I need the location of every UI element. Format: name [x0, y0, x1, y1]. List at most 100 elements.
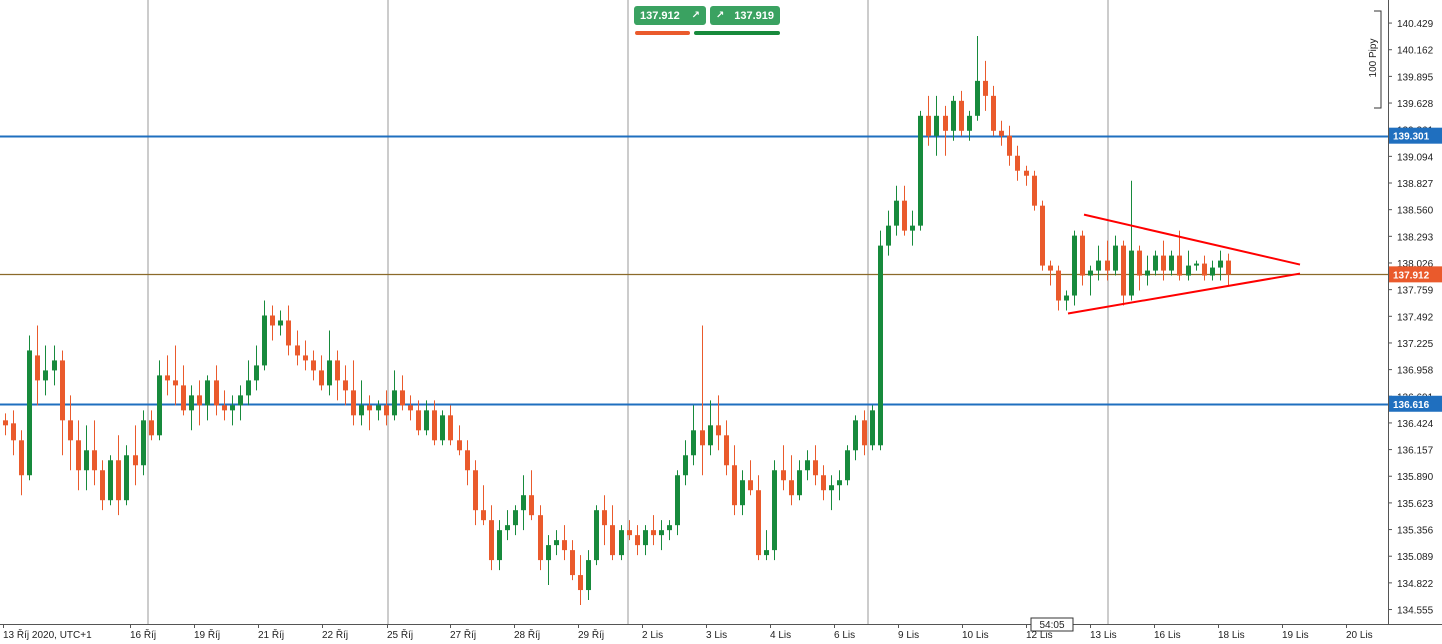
candle-body	[1096, 260, 1101, 271]
candle-body	[384, 405, 389, 416]
price-tick-label: 136.157	[1397, 446, 1434, 457]
candle-body	[376, 405, 381, 411]
candle	[1080, 230, 1085, 286]
candle-body	[165, 375, 170, 381]
candle	[1024, 165, 1029, 186]
candle-body	[748, 480, 753, 491]
candle-body	[716, 425, 721, 436]
candle	[724, 420, 729, 476]
candle	[918, 110, 923, 231]
candle-body	[367, 405, 372, 411]
candle-body	[465, 450, 470, 471]
time-tick-label: 18 Lis	[1218, 630, 1245, 641]
candle	[764, 530, 769, 561]
candle	[68, 395, 73, 471]
support-tag[interactable]	[1389, 395, 1442, 412]
time-tick-label: 16 Říj	[130, 628, 156, 641]
candle-body	[983, 80, 988, 96]
candle-body	[943, 115, 948, 131]
candle	[319, 355, 324, 391]
time-tick-label: 12 Lis	[1026, 630, 1053, 641]
candle	[716, 395, 721, 451]
candle-body	[1048, 265, 1053, 271]
price-tick-label: 140.162	[1397, 46, 1434, 57]
price-tick-label: 138.560	[1397, 206, 1434, 217]
candle-body	[149, 420, 154, 436]
candle	[991, 85, 996, 136]
candle-body	[546, 545, 551, 561]
candle-body	[529, 495, 534, 516]
candle	[189, 385, 194, 431]
candle-body	[1202, 263, 1207, 276]
candle	[748, 460, 753, 496]
candle-body	[894, 200, 899, 226]
price-tick-label: 136.958	[1397, 366, 1434, 377]
horizontal-levels	[0, 135, 1388, 406]
candle-body	[505, 525, 510, 531]
candle	[376, 400, 381, 421]
sell-quote-button[interactable]: 137.912 ↗	[634, 6, 706, 25]
triangle-lower-line[interactable]	[1067, 272, 1301, 315]
candle	[43, 345, 48, 396]
candle-body	[335, 360, 340, 381]
candle-body	[1153, 255, 1158, 271]
triangle-pattern[interactable]	[1067, 213, 1301, 315]
candle-body	[732, 465, 737, 506]
candle	[465, 440, 470, 486]
candle	[84, 425, 89, 491]
candle-body	[343, 380, 348, 391]
candle-body	[1015, 155, 1020, 171]
candle	[108, 455, 113, 506]
time-tick-label: 20 Lis	[1346, 630, 1373, 641]
candle	[594, 505, 599, 566]
triangle-upper-line[interactable]	[1083, 213, 1301, 266]
candle-body	[594, 510, 599, 561]
candle	[578, 555, 583, 606]
candle	[902, 185, 907, 236]
candle	[238, 385, 243, 421]
candle-body	[1105, 260, 1110, 271]
candle	[546, 535, 551, 586]
candle	[440, 410, 445, 446]
candle-body	[141, 420, 146, 466]
candle	[76, 420, 81, 491]
candle	[270, 305, 275, 341]
candle	[254, 345, 259, 391]
price-tick-label: 137.225	[1397, 339, 1434, 350]
candle-body	[562, 540, 567, 551]
resistance-tag[interactable]	[1389, 127, 1442, 144]
candle	[1210, 260, 1215, 281]
candle	[295, 330, 300, 366]
candle	[1088, 265, 1093, 296]
candle-body	[19, 440, 24, 476]
candle-body	[11, 423, 16, 441]
candle	[756, 475, 761, 561]
candle	[562, 525, 567, 561]
resistance-tag-label: 139.301	[1393, 132, 1430, 143]
candle	[1177, 230, 1182, 281]
current-price-tag[interactable]	[1389, 266, 1442, 283]
candle	[651, 515, 656, 546]
candle-body	[797, 470, 802, 496]
price-tick-label: 138.827	[1397, 179, 1434, 190]
time-axis[interactable]: 13 Říj 2020, UTC+1 16 Říj 19 Říj 21 Říj 22 Ř…	[3, 617, 1373, 641]
candle-body	[303, 355, 308, 361]
candle-body	[270, 315, 275, 326]
candle	[100, 460, 105, 511]
candle-body	[76, 440, 81, 471]
candle	[999, 120, 1004, 146]
candle-body	[108, 460, 113, 501]
price-axis[interactable]: 140.429140.162139.895139.628139.361139.0…	[1388, 0, 1442, 624]
candle	[116, 435, 121, 516]
candle-body	[967, 115, 972, 131]
candle	[133, 425, 138, 486]
time-tick-label: 25 Říj	[387, 628, 413, 641]
candle	[667, 520, 672, 541]
buy-quote-button[interactable]: ↗ 137.919	[710, 6, 780, 25]
candle-body	[578, 575, 583, 591]
candle	[181, 365, 186, 416]
candle	[92, 420, 97, 486]
candle	[805, 450, 810, 481]
candle	[351, 360, 356, 426]
